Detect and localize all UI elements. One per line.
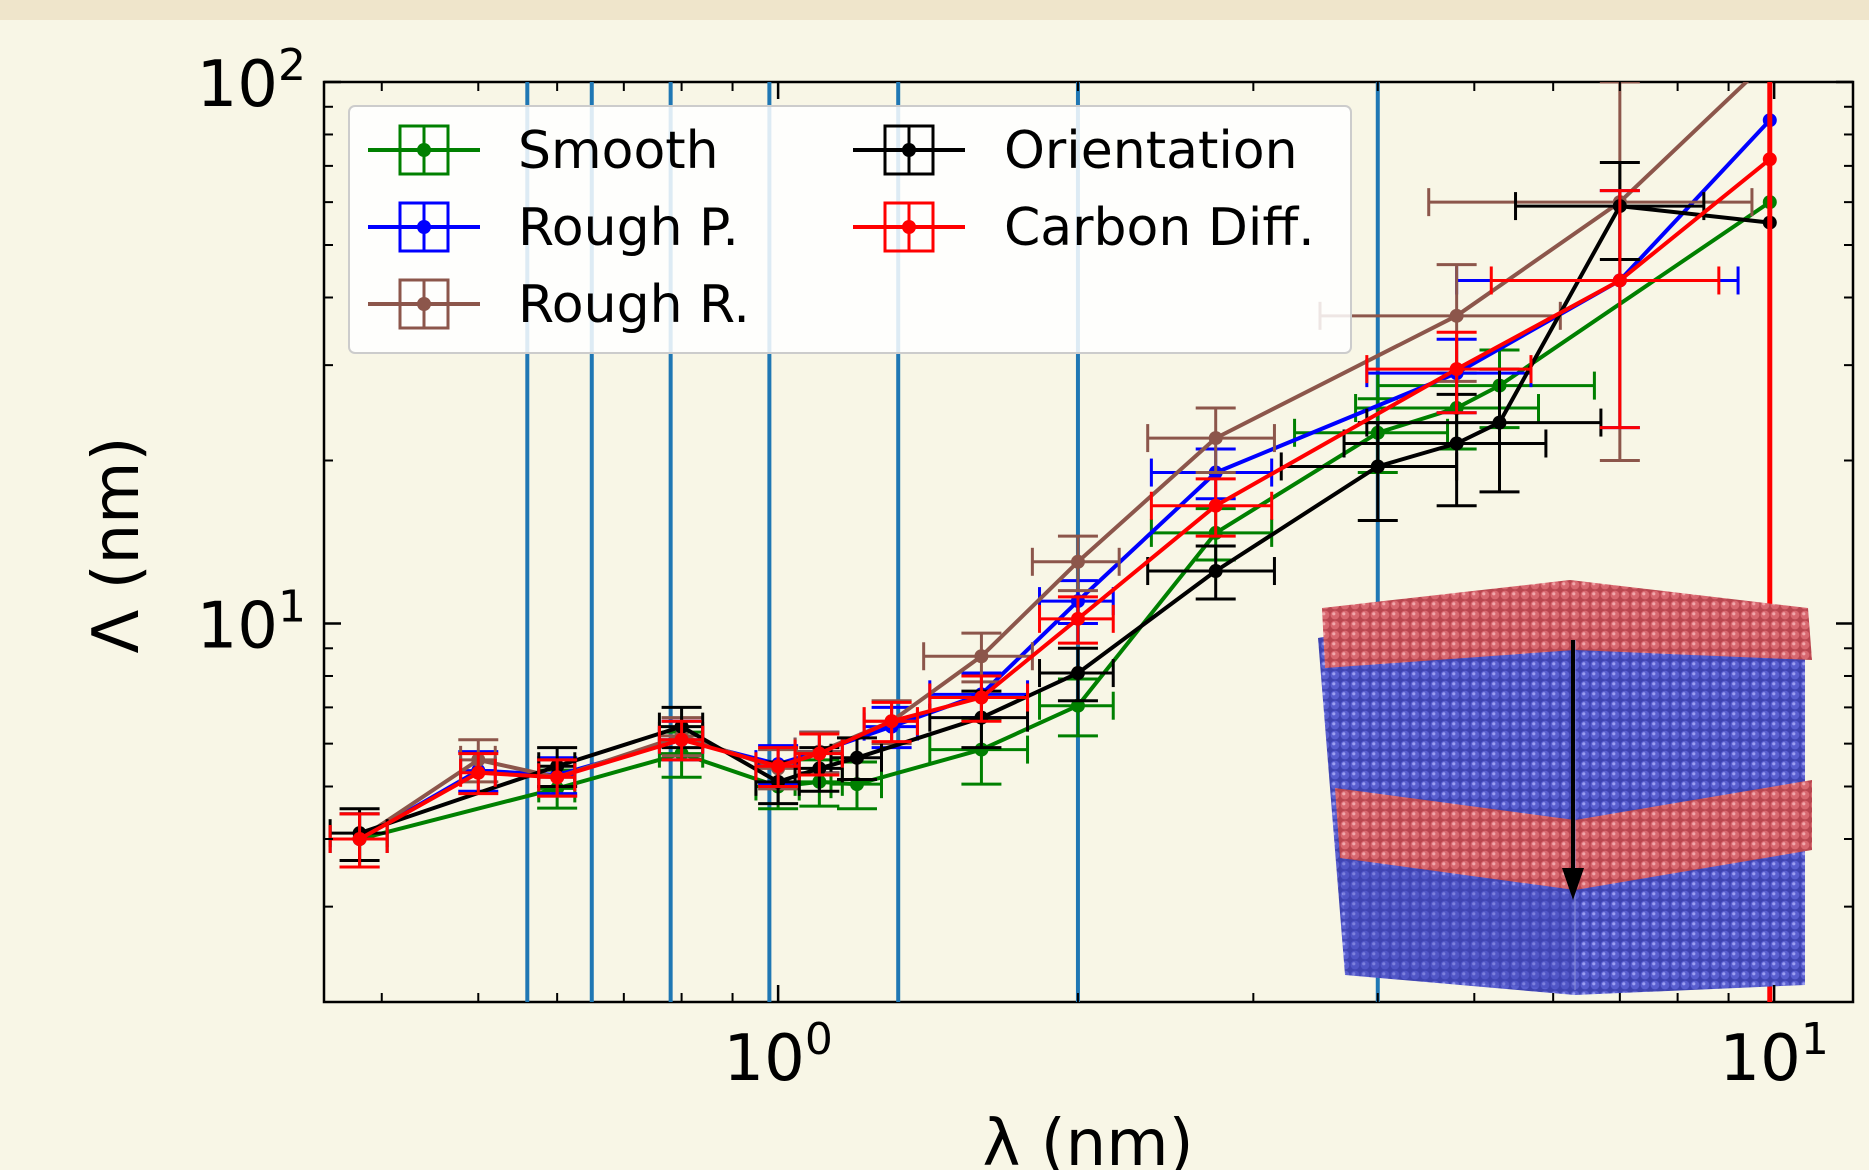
series-layer <box>328 53 1777 1002</box>
legend-marker <box>902 220 916 234</box>
legend-marker <box>417 220 431 234</box>
x-axis-label: λ (nm) <box>982 1107 1193 1170</box>
data-point <box>1492 415 1507 430</box>
series-carbon-diff- <box>328 152 1777 869</box>
top-banner <box>0 0 1869 20</box>
data-point <box>1070 666 1085 681</box>
data-point <box>812 746 827 761</box>
data-point <box>1070 554 1085 569</box>
legend-marker <box>417 297 431 311</box>
data-point <box>849 750 864 765</box>
legend-item: Rough P. <box>368 198 739 258</box>
legend-label: Rough P. <box>518 198 739 258</box>
legend-box <box>348 105 1352 354</box>
axes-layer: 100 101 101 102 <box>197 40 1853 1096</box>
legend-item: Carbon Diff. <box>853 198 1315 258</box>
inset-structure-image <box>1318 580 1812 995</box>
y-tick-label: 102 <box>197 40 306 122</box>
data-point <box>1070 611 1085 626</box>
data-point <box>974 690 989 705</box>
legend-item: Smooth <box>368 121 719 181</box>
series-line <box>358 204 1771 836</box>
data-point <box>1763 53 1777 67</box>
legend-items: Smooth Rough P. Rough R. Orientation Carbon … <box>368 121 1315 335</box>
data-point <box>1449 308 1464 323</box>
data-point <box>1208 564 1223 579</box>
legend-item: Rough R. <box>368 275 750 335</box>
x-tick-label: 101 <box>1719 1014 1828 1096</box>
data-point <box>1208 498 1223 513</box>
y-tick-label: 101 <box>197 582 306 664</box>
legend-label: Rough R. <box>518 275 750 335</box>
legend-label: Smooth <box>518 121 719 181</box>
legend: Smooth Rough P. Rough R. Orientation Carbon … <box>348 105 1352 354</box>
legend-item: Orientation <box>853 121 1298 181</box>
plot-area: 100 101 101 102 <box>197 40 1855 1096</box>
data-point <box>974 649 989 664</box>
data-point <box>674 732 689 747</box>
data-point <box>884 714 899 729</box>
legend-marker <box>417 143 431 157</box>
data-point <box>1612 273 1627 288</box>
data-point <box>1449 362 1464 377</box>
legend-marker <box>902 143 916 157</box>
data-point <box>471 765 486 780</box>
legend-label: Orientation <box>1004 121 1298 181</box>
data-point <box>1208 431 1223 446</box>
data-point <box>352 831 367 846</box>
plot-frame <box>322 80 1855 1004</box>
inset-arrowhead <box>1562 868 1584 900</box>
y-axis-label: Λ (nm) <box>80 437 154 654</box>
data-point <box>771 759 786 774</box>
data-point <box>1370 459 1385 474</box>
x-tick-label: 100 <box>723 1014 832 1096</box>
legend-label: Carbon Diff. <box>1004 198 1315 258</box>
data-point <box>550 770 565 785</box>
data-point <box>1449 436 1464 451</box>
